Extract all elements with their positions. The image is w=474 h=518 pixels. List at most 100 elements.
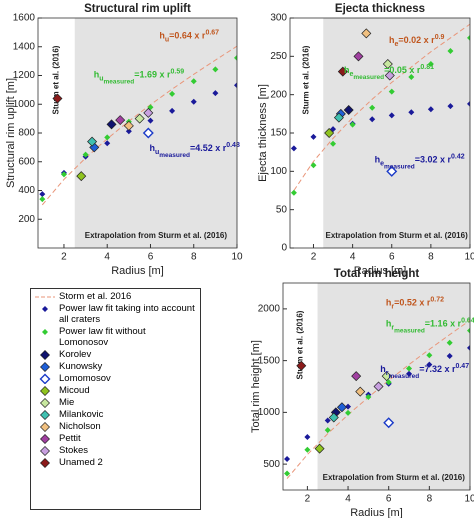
legend-label: Mie	[59, 397, 75, 408]
legend-key	[39, 373, 51, 384]
legend-key	[42, 306, 48, 312]
fit-point	[467, 327, 470, 334]
crater-point	[353, 51, 364, 62]
crater-point	[355, 386, 366, 397]
x-tick-label: 6	[389, 252, 395, 263]
y-tick-label: 2000	[258, 304, 281, 315]
x-tick-label: 10	[464, 494, 474, 505]
crater-point	[115, 115, 126, 126]
fit-point	[284, 455, 291, 462]
eq-body: =3.02 x r	[415, 155, 452, 165]
legend-entry: Mie	[34, 397, 197, 408]
fit-point	[169, 107, 176, 114]
plot-frame	[37, 17, 238, 249]
fit-point	[324, 417, 331, 424]
crater-point	[142, 127, 154, 139]
fit-point	[406, 370, 413, 377]
crater-point	[296, 360, 307, 371]
crater-point	[383, 417, 395, 429]
y-tick-label: 200	[18, 214, 35, 225]
fit-point	[284, 470, 291, 477]
x-tick-label: 10	[464, 252, 474, 263]
x-tick-label: 4	[104, 252, 110, 263]
legend-label: Pettit	[59, 433, 81, 444]
legend-label: Power law fit taking into account all cr…	[59, 303, 195, 325]
extrapolation-label: Extrapolation from Sturm et al. (2016)	[323, 473, 466, 482]
chart-title: Structural rim uplift	[84, 3, 191, 15]
fit-point	[310, 162, 317, 169]
crater-point	[333, 112, 344, 123]
legend-marker	[40, 350, 50, 360]
eq-sub2: measured	[353, 74, 384, 81]
fit-equation: hu=0.64 x r0.67	[159, 29, 219, 43]
fit-point	[406, 365, 413, 372]
x-tick-label: 8	[428, 252, 434, 263]
eq-body: =1.69 x r	[134, 70, 171, 80]
eq-base: h	[159, 31, 165, 41]
fit-point	[446, 339, 453, 346]
x-tick-label: 4	[350, 252, 356, 263]
eq-sup: 0.59	[171, 68, 185, 75]
legend-marker	[40, 386, 50, 396]
legend-entry: Pettit	[34, 433, 197, 444]
fit-point	[369, 104, 376, 111]
eq-sub: u	[99, 75, 103, 82]
eq-sub: u	[155, 149, 159, 156]
crater-point	[382, 59, 393, 69]
region-label: Sturm et al. (2016)	[51, 45, 60, 114]
x-tick-label: 2	[311, 252, 317, 263]
reference-line	[293, 23, 470, 191]
fit-equation: hemeasured=0.05 x r0.81	[344, 64, 434, 81]
y-tick-label: 600	[18, 156, 35, 167]
legend-label: Unamed 2	[59, 457, 103, 468]
crater-point	[343, 105, 354, 115]
legend-key	[40, 458, 50, 468]
fit-point	[104, 134, 111, 141]
crater-point	[87, 136, 98, 147]
legend-label: Power law fit without Lomonosov	[59, 326, 146, 348]
chart-title: Ejecta thickness	[335, 3, 425, 15]
crater-point	[361, 28, 372, 39]
fit-equation: hr=0.52 x r0.72	[386, 297, 444, 311]
legend-label: Stokes	[59, 445, 89, 456]
chart-title: Total rim height	[334, 268, 420, 280]
y-tick-label: 1500	[258, 355, 281, 366]
extrapolation-label: Extrapolation from Sturm et al. (2016)	[325, 231, 468, 240]
eq-body: =1.16 x r	[425, 319, 462, 329]
fit-point	[190, 78, 197, 85]
fit-equation: hemeasured=3.02 x r0.42	[375, 153, 465, 170]
legend-label: Storm et al. 2016	[59, 291, 132, 302]
eq-sup: 0.9	[435, 34, 445, 41]
x-tick-label: 2	[61, 252, 67, 263]
fit-point	[446, 352, 453, 359]
series-layer	[284, 319, 470, 479]
y-tick-label: 400	[18, 185, 35, 196]
eq-base: h	[344, 65, 350, 75]
fit-point	[147, 117, 154, 124]
x-axis-label: Radius [m]	[350, 507, 403, 518]
eq-sup: 0.48	[226, 142, 240, 149]
legend-marker	[39, 373, 51, 384]
legend-entry: Milankovic	[34, 409, 197, 420]
legend-key	[35, 296, 55, 298]
crater-point	[52, 93, 63, 104]
fit-point	[426, 361, 433, 368]
legend-key	[42, 329, 48, 335]
y-tick-label: 800	[18, 128, 35, 139]
eq-base: h	[94, 70, 100, 80]
y-axis-label: Structural rim uplift [m]	[5, 78, 17, 188]
eq-base: h	[389, 35, 395, 45]
crater-point	[337, 66, 348, 77]
fit-point	[190, 98, 197, 105]
crater-point	[351, 371, 362, 382]
x-tick-label: 8	[427, 494, 433, 505]
legend-label: Lomomosov	[59, 373, 111, 384]
series-layer	[39, 45, 237, 206]
legend-marker	[40, 362, 50, 372]
legend-key	[40, 350, 50, 360]
legend-marker	[40, 458, 50, 468]
eq-body: =4.52 x r	[190, 143, 227, 153]
eq-sub2: measured	[388, 373, 419, 380]
fit-point	[467, 34, 470, 41]
